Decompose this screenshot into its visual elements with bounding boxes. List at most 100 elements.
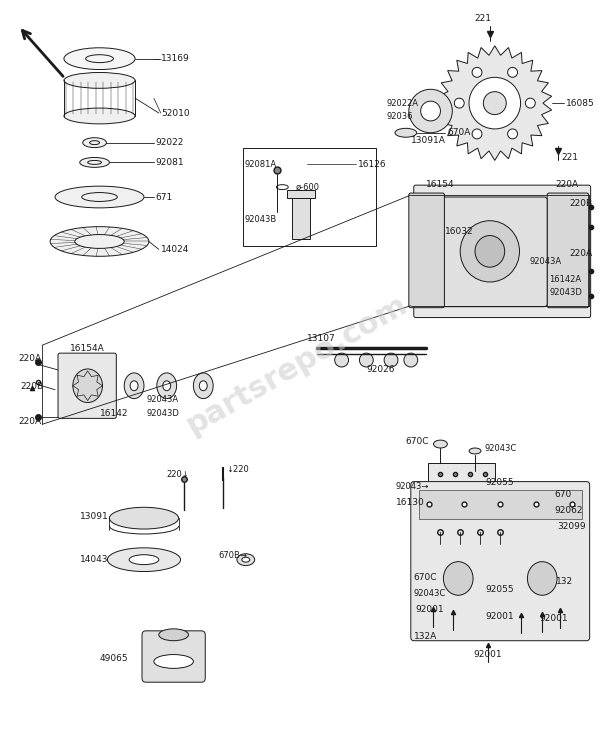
Text: 92026: 92026 (367, 366, 395, 374)
Text: 92036: 92036 (386, 112, 413, 121)
Text: ø-600: ø-600 (295, 182, 319, 191)
Text: 92043B: 92043B (245, 215, 277, 224)
Ellipse shape (107, 548, 181, 572)
Ellipse shape (237, 554, 254, 566)
Ellipse shape (434, 440, 448, 448)
Ellipse shape (64, 108, 135, 124)
Text: 16130: 16130 (396, 498, 425, 507)
Ellipse shape (469, 448, 481, 454)
Ellipse shape (109, 507, 179, 529)
Ellipse shape (527, 561, 557, 595)
Text: 92055: 92055 (485, 478, 514, 487)
Text: 16142: 16142 (100, 409, 128, 418)
Text: 92001: 92001 (416, 604, 445, 614)
Text: ↓220: ↓220 (226, 465, 249, 474)
Circle shape (454, 99, 464, 108)
FancyBboxPatch shape (547, 193, 589, 307)
Text: 670C: 670C (414, 573, 437, 582)
Ellipse shape (163, 381, 170, 391)
Ellipse shape (199, 381, 207, 391)
Text: 92043C: 92043C (485, 445, 517, 453)
Text: 92055: 92055 (485, 585, 514, 593)
Text: 670C: 670C (406, 437, 430, 445)
Text: 52010: 52010 (161, 109, 190, 118)
Text: 220B: 220B (569, 199, 592, 209)
Text: 32099: 32099 (557, 521, 586, 531)
Text: 16142A: 16142A (549, 274, 581, 283)
Text: 92001: 92001 (539, 615, 568, 623)
Text: 670B→: 670B→ (218, 551, 247, 560)
Text: 13169: 13169 (161, 54, 190, 64)
Text: 16154: 16154 (425, 180, 454, 188)
Circle shape (472, 129, 482, 139)
Ellipse shape (64, 47, 135, 69)
Ellipse shape (88, 161, 101, 164)
Text: 221: 221 (561, 153, 578, 162)
Ellipse shape (443, 561, 473, 595)
Text: 92043D: 92043D (147, 409, 180, 418)
Text: 92001: 92001 (485, 612, 514, 621)
Text: 92043A: 92043A (529, 257, 562, 266)
Ellipse shape (157, 373, 176, 399)
Bar (428, 463, 495, 485)
FancyBboxPatch shape (411, 482, 590, 641)
Polygon shape (438, 46, 551, 161)
Ellipse shape (154, 655, 193, 669)
Text: 92043C: 92043C (414, 589, 446, 598)
Ellipse shape (64, 72, 135, 88)
Ellipse shape (83, 138, 106, 147)
Text: 220A: 220A (555, 180, 578, 188)
Ellipse shape (73, 369, 103, 402)
FancyBboxPatch shape (414, 185, 590, 318)
Text: 671: 671 (156, 193, 173, 201)
Text: 13107: 13107 (307, 334, 336, 343)
Text: 16154A: 16154A (70, 344, 104, 353)
Ellipse shape (124, 373, 144, 399)
Ellipse shape (193, 373, 213, 399)
Circle shape (384, 353, 398, 367)
Text: 221: 221 (475, 14, 491, 23)
Bar (419, 490, 582, 519)
Bar (292, 192, 310, 239)
Ellipse shape (80, 158, 109, 167)
Text: 220B: 220B (20, 383, 44, 391)
FancyBboxPatch shape (58, 353, 116, 418)
Text: 92001: 92001 (473, 650, 502, 659)
Ellipse shape (89, 141, 100, 145)
FancyBboxPatch shape (433, 197, 547, 307)
Ellipse shape (395, 128, 417, 137)
Text: 220↓: 220↓ (167, 470, 190, 479)
Text: 92022A: 92022A (386, 99, 418, 107)
Ellipse shape (75, 234, 124, 248)
Bar (287, 190, 315, 198)
Circle shape (404, 353, 418, 367)
Ellipse shape (242, 557, 250, 562)
Text: 220A: 220A (19, 417, 41, 426)
Circle shape (409, 89, 452, 133)
Ellipse shape (55, 186, 144, 208)
FancyBboxPatch shape (142, 631, 205, 683)
Text: 92081A: 92081A (245, 160, 277, 169)
Text: 670: 670 (554, 490, 571, 499)
Ellipse shape (159, 629, 188, 641)
Text: 220A: 220A (569, 249, 592, 258)
Text: 92081: 92081 (156, 158, 184, 167)
Circle shape (421, 101, 440, 121)
Ellipse shape (130, 381, 138, 391)
Circle shape (359, 353, 373, 367)
Circle shape (335, 353, 349, 367)
Text: 14043: 14043 (80, 556, 108, 564)
Text: 13091A: 13091A (411, 137, 446, 145)
Circle shape (508, 129, 518, 139)
Text: 92062: 92062 (554, 506, 583, 515)
Text: 16126: 16126 (358, 160, 387, 169)
Text: 92022: 92022 (156, 138, 184, 147)
Circle shape (469, 77, 521, 129)
Text: 670A: 670A (448, 128, 471, 137)
Text: 16085: 16085 (566, 99, 595, 107)
Circle shape (472, 67, 482, 77)
Text: 16032: 16032 (445, 227, 474, 236)
Ellipse shape (460, 220, 520, 282)
Circle shape (484, 92, 506, 115)
Text: 132A: 132A (414, 632, 437, 641)
